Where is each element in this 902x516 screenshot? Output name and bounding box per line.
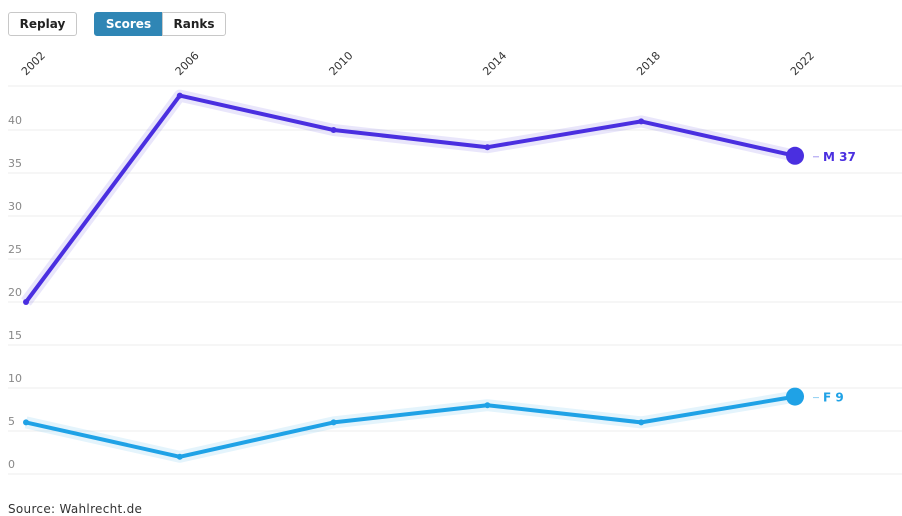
end-label-M: M 37 [823, 150, 856, 164]
series-line-M [24, 93, 797, 304]
replay-button[interactable]: Replay [8, 12, 77, 36]
source-note: Source: Wahlrecht.de [8, 502, 143, 516]
y-tick-label: 15 [8, 329, 22, 342]
y-tick-label: 5 [8, 415, 15, 428]
data-point-M [176, 92, 183, 99]
x-tick-label: 2014 [480, 49, 509, 78]
data-point-M [484, 144, 491, 151]
x-tick-label: 2010 [327, 49, 356, 78]
x-tick-label: 2002 [19, 49, 48, 78]
y-tick-label: 40 [8, 114, 22, 127]
x-tick-label: 2006 [173, 49, 202, 78]
line-chart: 0 5 10 15 20 25 30 35 40 2002 2006 2010 2014 2018 2022… [8, 49, 902, 475]
data-point-F [484, 402, 491, 409]
y-tick-label: 20 [8, 286, 22, 299]
y-tick-label: 0 [8, 458, 15, 471]
y-tick-label: 10 [8, 372, 22, 385]
end-label-F: F 9 [823, 391, 844, 405]
scores-tab-button[interactable]: Scores [94, 12, 163, 36]
data-point-M [23, 299, 29, 305]
series-line-F [24, 394, 797, 459]
data-point-M [638, 118, 645, 125]
x-tick-label: 2022 [788, 49, 817, 78]
data-point-F [330, 419, 337, 426]
data-point-M [786, 146, 804, 165]
y-tick-label: 25 [8, 243, 22, 256]
series-glow-M [21, 89, 797, 306]
x-tick-label: 2018 [634, 49, 663, 78]
ranks-tab-button[interactable]: Ranks [162, 12, 226, 36]
y-tick-label: 30 [8, 200, 22, 213]
data-point-F [23, 419, 29, 426]
data-point-F [786, 387, 804, 406]
y-tick-label: 35 [8, 157, 22, 170]
data-point-M [330, 127, 337, 133]
data-point-F [176, 453, 183, 460]
data-point-F [638, 419, 645, 426]
